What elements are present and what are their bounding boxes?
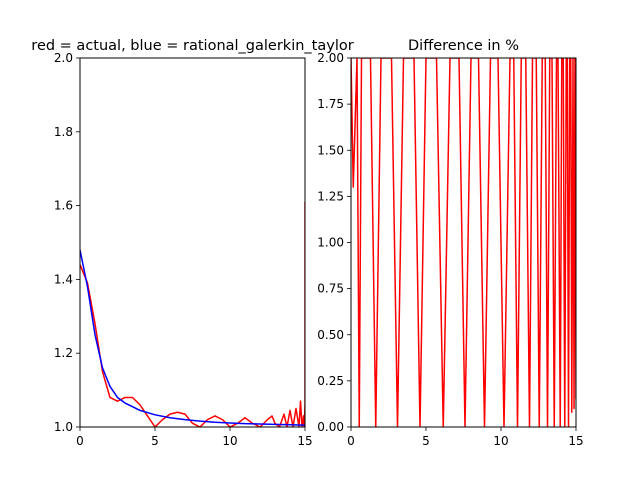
left-x-tick-label: 15 <box>297 434 312 448</box>
right-x-tick-label: 10 <box>493 434 508 448</box>
left-y-tick-label: 1.2 <box>54 346 73 360</box>
left-chart-panel: 0 5 10 151.01.21.41.61.82.0 red = actual, b… <box>31 38 353 448</box>
right-y-tick-label: 1.00 <box>317 236 344 250</box>
left-chart-title: red = actual, blue = rational_galerkin_t… <box>31 38 353 54</box>
right-y-tick-label: 1.25 <box>317 189 344 203</box>
left-axis-ticks: 0 5 10 151.01.21.41.61.82.0 <box>54 51 313 448</box>
right-y-tick-label: 1.75 <box>317 97 344 111</box>
left-x-tick-label: 10 <box>222 434 237 448</box>
left-y-tick-label: 1.8 <box>54 125 73 139</box>
right-chart-panel: 0 5 10 15 0.00 0.25 0.50 0.75 1.00 1.25 1.50 1.75 2.… <box>317 38 583 448</box>
left-axes-frame <box>80 58 305 427</box>
right-series-line-0 <box>351 58 576 427</box>
left-x-tick-label: 5 <box>151 434 159 448</box>
right-y-tick-label: 0.00 <box>317 420 344 434</box>
right-y-tick-label: 0.75 <box>317 282 344 296</box>
right-x-tick-label: 5 <box>422 434 430 448</box>
right-x-tick-label: 15 <box>568 434 583 448</box>
left-y-tick-label: 1.4 <box>54 272 73 286</box>
left-y-tick-label: 1.0 <box>54 420 73 434</box>
left-plot-area <box>80 202 305 427</box>
left-y-tick-label: 1.6 <box>54 199 73 213</box>
right-y-tick-label: 1.50 <box>317 143 344 157</box>
right-x-tick-label: 0 <box>347 434 355 448</box>
right-plot-area <box>351 58 576 427</box>
left-x-tick-label: 0 <box>76 434 84 448</box>
right-y-tick-label: 0.25 <box>317 374 344 388</box>
right-chart-title: Difference in % <box>408 38 519 54</box>
right-y-tick-label: 0.50 <box>317 328 344 342</box>
right-y-tick-label: 2.00 <box>317 51 344 65</box>
